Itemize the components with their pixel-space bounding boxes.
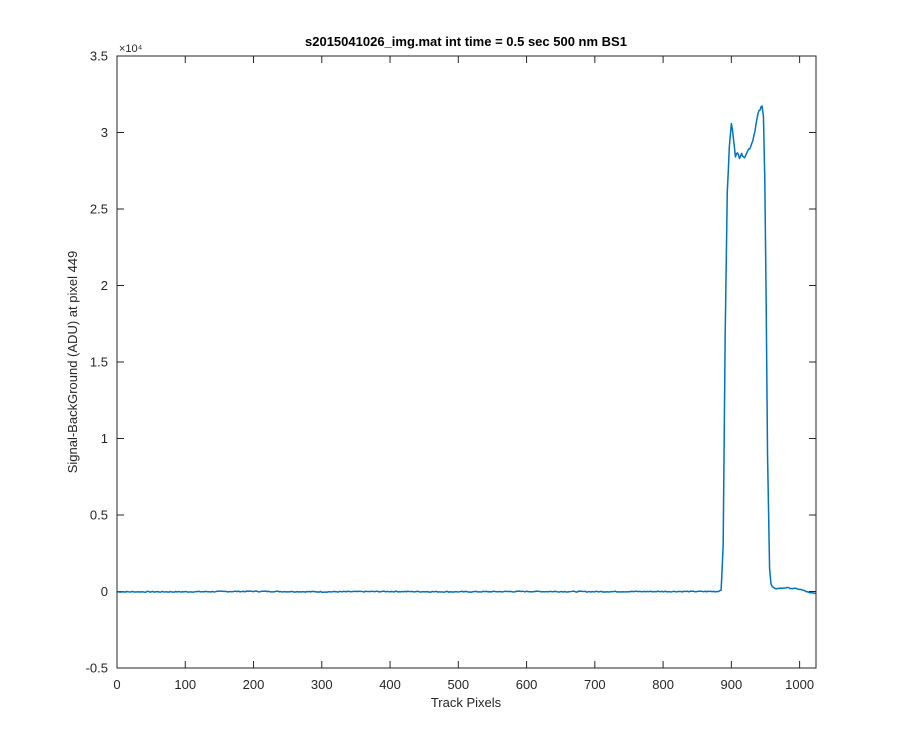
y-tick-label: 2 [101, 278, 108, 293]
y-tick-label: 0.5 [90, 508, 108, 523]
y-exponent-label: ×10⁴ [119, 43, 143, 55]
y-tick-label: 0 [101, 584, 108, 599]
y-tick-label: 3.5 [90, 49, 108, 64]
y-tick-label: 1 [101, 431, 108, 446]
x-tick-label: 700 [584, 677, 606, 692]
x-tick-label: 900 [721, 677, 743, 692]
y-tick-label: 3 [101, 125, 108, 140]
x-tick-label: 800 [652, 677, 674, 692]
x-tick-label: 600 [516, 677, 538, 692]
x-tick-label: 200 [243, 677, 265, 692]
y-axis-label: Signal-BackGround (ADU) at pixel 449 [65, 251, 80, 474]
y-tick-label: -0.5 [86, 661, 108, 676]
series-line [116, 105, 817, 595]
plot-area [117, 56, 816, 668]
x-tick-label: 100 [174, 677, 196, 692]
chart-title: s2015041026_img.mat int time = 0.5 sec 5… [305, 34, 627, 49]
x-tick-label: 0 [113, 677, 120, 692]
y-tick-label: 1.5 [90, 355, 108, 370]
x-tick-label: 1000 [785, 677, 814, 692]
y-tick-label: 2.5 [90, 202, 108, 217]
x-tick-label: 500 [447, 677, 469, 692]
x-tick-label: 400 [379, 677, 401, 692]
x-tick-label: 300 [311, 677, 333, 692]
plot-frame [116, 55, 817, 669]
tick-labels-group: 0 100 200 300 400 500 600 700 800 900 1000 -0.5 0 0.5… [86, 49, 814, 693]
x-axis-label: Track Pixels [431, 695, 502, 710]
